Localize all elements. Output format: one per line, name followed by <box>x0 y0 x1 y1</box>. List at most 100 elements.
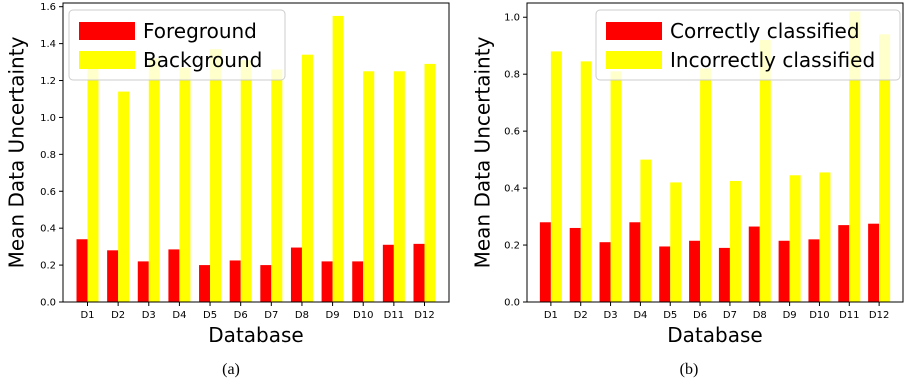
x-tick-label-d3: D3 <box>604 310 618 321</box>
legend-box <box>595 9 901 81</box>
bar-series-2-d12 <box>879 34 891 302</box>
bar-series-1-d9 <box>321 261 333 302</box>
y-axis-b: 0.0 0.2 0.4 0.6 0.8 1.0 <box>504 13 527 309</box>
x-axis-b: D1 D2 D3 D4 D5 D6 D7 D8 D9 D10 D11 D12 <box>544 302 889 321</box>
bar-series-2-d2 <box>580 61 592 302</box>
bar-series-1-d1 <box>76 239 88 302</box>
x-tick-label-d1: D1 <box>544 310 558 321</box>
bar-series-1-d12 <box>413 243 425 302</box>
bar-series-2-d1 <box>550 51 562 303</box>
bar-series-1-d11 <box>382 244 394 302</box>
x-tick-label-d10: D10 <box>353 310 373 321</box>
chart-panel-b: 0.0 0.2 0.4 0.6 0.8 1.0 D1 D2 D3 D4 D5 D6 D7 D8 D9 D10… <box>471 2 904 378</box>
x-tick-label-d11: D11 <box>384 310 404 321</box>
bar-series-2-d6 <box>700 68 712 302</box>
y-tick-label: 1.2 <box>40 76 56 87</box>
bar-series-2-d3 <box>610 71 622 302</box>
bar-series-1-d3 <box>137 261 149 302</box>
x-tick-label-d2: D2 <box>111 310 125 321</box>
bar-series-2-d11 <box>393 71 405 302</box>
legend-label-1: Foreground <box>143 19 257 43</box>
y-tick-label: 0.4 <box>40 224 56 235</box>
y-tick-label: 1.6 <box>40 2 56 13</box>
x-tick-label-d4: D4 <box>633 310 647 321</box>
y-tick-label: 0.6 <box>504 127 520 138</box>
bar-series-2-d8 <box>759 40 771 303</box>
y-tick-label: 1.4 <box>40 39 56 50</box>
bar-series-2-d2 <box>118 91 130 302</box>
bar-series-2-d6 <box>240 60 252 302</box>
y-tick-label: 0.6 <box>40 187 56 198</box>
bar-series-1-d5 <box>659 246 671 302</box>
y-tick-label: 0.2 <box>40 261 56 272</box>
bar-series-1-d10 <box>352 261 364 302</box>
x-tick-label-d12: D12 <box>414 310 434 321</box>
y-axis-title-a: Mean Data Uncertainty <box>5 36 29 268</box>
bar-series-1-d7 <box>260 265 272 302</box>
x-axis-title-b: Database <box>667 323 762 347</box>
bar-series-1-d4 <box>168 249 180 302</box>
bar-series-1-d5 <box>199 265 211 302</box>
bar-series-1-d9 <box>778 240 790 302</box>
bar-series-1-d10 <box>808 239 820 302</box>
plot-frame-b <box>526 2 904 303</box>
y-axis-title-b: Mean Data Uncertainty <box>471 36 495 268</box>
bar-series-2-d4 <box>640 159 652 302</box>
bar-series-2-d12 <box>424 63 436 302</box>
x-tick-label-d4: D4 <box>172 310 186 321</box>
legend-swatch-2 <box>79 51 135 69</box>
legend-label-2: Incorrectly classified <box>670 48 875 72</box>
legend-a: Foreground Background <box>68 9 286 81</box>
bar-series-2-d9 <box>332 15 344 303</box>
x-tick-label-d5: D5 <box>203 310 217 321</box>
x-tick-label-d7: D7 <box>264 310 278 321</box>
x-tick-label-d7: D7 <box>723 310 737 321</box>
x-tick-label-d9: D9 <box>783 310 797 321</box>
y-tick-label: 1.0 <box>40 113 56 124</box>
x-tick-label-d8: D8 <box>295 310 309 321</box>
bar-series-1-d8 <box>748 226 760 302</box>
x-tick-label-d11: D11 <box>839 310 859 321</box>
x-axis-title-a: Database <box>208 323 303 347</box>
bar-series-1-d6 <box>689 240 701 302</box>
bar-series-2-d3 <box>148 58 160 303</box>
legend-label-2: Background <box>143 48 262 72</box>
plot-frame-a <box>62 2 450 303</box>
bar-series-1-d3 <box>599 242 611 302</box>
x-tick-label-d6: D6 <box>693 310 707 321</box>
bars-a <box>76 15 436 303</box>
bars-b <box>539 11 891 303</box>
bar-series-2-d10 <box>819 172 831 302</box>
y-tick-label: 1.0 <box>504 13 520 24</box>
y-tick-label: 0.0 <box>40 298 56 309</box>
x-tick-label-d2: D2 <box>574 310 588 321</box>
bar-series-1-d12 <box>868 223 880 302</box>
legend-b: Correctly classified Incorrectly classifi… <box>595 9 901 81</box>
bar-series-2-d11 <box>849 11 861 303</box>
legend-label-1: Correctly classified <box>670 19 860 43</box>
x-tick-label-d6: D6 <box>234 310 248 321</box>
bar-series-1-d1 <box>539 222 551 302</box>
x-tick-label-d10: D10 <box>809 310 829 321</box>
legend-swatch-1 <box>606 22 662 40</box>
caption-b: (b) <box>680 361 699 378</box>
y-axis-a: 0.0 0.2 0.4 0.6 0.8 1.0 1.2 1.4 1.6 <box>40 2 63 309</box>
y-tick-label: 0.0 <box>504 298 520 309</box>
x-tick-label-d9: D9 <box>326 310 340 321</box>
x-tick-label-d12: D12 <box>869 310 889 321</box>
x-tick-label-d3: D3 <box>142 310 156 321</box>
bar-series-2-d7 <box>729 180 741 302</box>
bar-series-1-d6 <box>229 260 241 302</box>
x-tick-label-d8: D8 <box>753 310 767 321</box>
bar-series-2-d5 <box>670 182 682 302</box>
x-tick-label-d1: D1 <box>80 310 94 321</box>
bar-series-1-d11 <box>838 225 850 302</box>
bar-series-1-d4 <box>629 222 641 302</box>
bar-series-1-d2 <box>569 227 581 302</box>
bar-series-2-d4 <box>179 67 191 303</box>
y-tick-label: 0.8 <box>40 150 56 161</box>
bar-series-2-d5 <box>210 49 222 303</box>
bar-series-2-d7 <box>271 69 283 302</box>
legend-swatch-1 <box>79 22 135 40</box>
